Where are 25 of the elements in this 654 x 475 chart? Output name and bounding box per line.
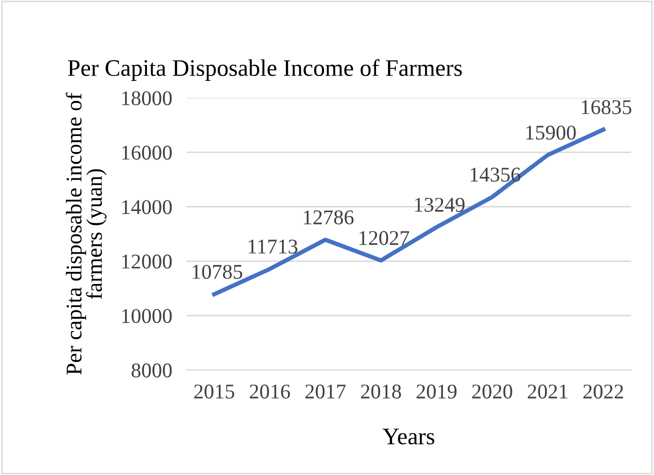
x-tick-label: 2021 xyxy=(528,384,568,399)
data-label: 14356 xyxy=(470,168,520,182)
y-tick-label: 16000 xyxy=(122,146,172,160)
data-label: 15900 xyxy=(526,126,576,140)
data-label: 11713 xyxy=(248,240,298,254)
x-tick-label: 2016 xyxy=(250,384,290,399)
y-tick-label: 18000 xyxy=(122,91,172,106)
x-tick-label: 2019 xyxy=(416,384,457,399)
y-tick-label: 14000 xyxy=(122,200,172,214)
y-axis-title: Per capita disposable income of farmers (yuan) xyxy=(66,92,107,375)
x-tick-label: 2020 xyxy=(472,384,512,399)
x-tick-label: 2017 xyxy=(305,384,346,399)
y-tick-label: 8000 xyxy=(132,363,172,378)
data-label: 10785 xyxy=(192,264,242,279)
y-tick-label: 12000 xyxy=(122,254,172,269)
data-label: 16835 xyxy=(582,100,632,114)
chart-title: Per Capita Disposable Income of Farmers xyxy=(68,59,462,81)
y-tick-label: 10000 xyxy=(122,308,172,324)
x-tick-label: 2018 xyxy=(361,384,401,399)
data-label: 12027 xyxy=(360,231,410,246)
x-axis-title: Years xyxy=(382,428,434,444)
x-tick-label: 2022 xyxy=(583,384,623,399)
x-tick-label: 2015 xyxy=(194,384,234,399)
data-label: 12786 xyxy=(304,210,354,224)
data-label: 13249 xyxy=(415,198,465,212)
